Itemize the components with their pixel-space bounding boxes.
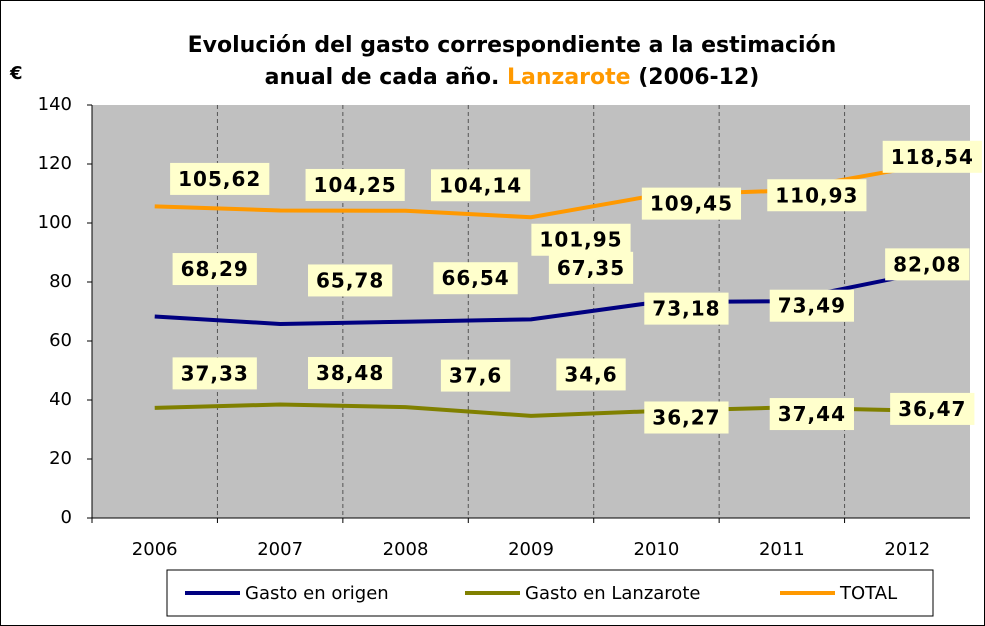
y-tick-label: 60 (49, 330, 72, 351)
chart-title: anual de cada año. Lanzarote (2006-12) (265, 65, 760, 90)
data-label: 105,62 (178, 167, 261, 191)
data-label-box (548, 251, 634, 284)
data-label: 37,33 (181, 361, 249, 385)
data-label-box (170, 162, 270, 195)
data-label: 65,78 (316, 268, 384, 292)
data-label-box (433, 262, 518, 295)
data-label: 104,14 (439, 173, 522, 197)
data-label-box (531, 223, 631, 256)
data-label: 36,27 (652, 406, 720, 430)
data-label: 34,6 (564, 362, 617, 386)
chart-title: Evolución del gasto correspondiente a la… (188, 33, 837, 58)
data-label-box (769, 398, 854, 431)
legend-label: TOTAL (839, 583, 897, 604)
data-label: 37,44 (778, 402, 846, 426)
data-label-box (885, 248, 970, 281)
data-label: 101,95 (539, 228, 622, 252)
data-label-box (556, 358, 626, 391)
data-label-box (172, 253, 257, 286)
data-label-box (308, 264, 393, 297)
x-tick-label: 2009 (508, 539, 554, 560)
y-tick-label: 120 (38, 153, 72, 174)
y-tick-label: 40 (49, 389, 72, 410)
data-label: 66,54 (441, 266, 509, 290)
x-tick-label: 2006 (132, 539, 178, 560)
data-label: 82,08 (893, 252, 961, 276)
data-label: 73,18 (652, 297, 720, 321)
data-label: 118,54 (891, 145, 974, 169)
legend-label: Gasto en Lanzarote (525, 583, 700, 604)
y-tick-label: 100 (38, 212, 72, 233)
data-label-box (882, 140, 982, 173)
y-tick-label: 20 (49, 448, 72, 469)
x-tick-label: 2008 (383, 539, 429, 560)
y-tick-label: 80 (49, 271, 72, 292)
data-label-box (644, 401, 729, 434)
y-tick-label: 140 (38, 94, 72, 115)
data-label: 38,48 (316, 361, 384, 385)
data-label-box (430, 169, 531, 202)
data-label: 37,6 (449, 364, 502, 388)
data-label-box (890, 392, 975, 425)
legend-label: Gasto en origen (245, 583, 389, 604)
data-label-box (641, 187, 742, 220)
title-highlight: Lanzarote (507, 65, 631, 90)
data-label: 110,93 (775, 183, 858, 207)
data-label-box (769, 289, 854, 322)
x-tick-label: 2010 (634, 539, 680, 560)
title-part: (2006-12) (638, 65, 759, 90)
x-tick-label: 2012 (884, 539, 930, 560)
data-label: 67,35 (557, 256, 625, 280)
data-label: 68,29 (181, 257, 249, 281)
data-label-box (172, 357, 257, 390)
data-label: 73,49 (778, 294, 846, 318)
data-label: 104,25 (314, 173, 397, 197)
x-tick-label: 2007 (257, 539, 303, 560)
y-axis-label: € (9, 63, 23, 84)
title-part: anual de cada año. (265, 65, 500, 90)
data-label-box (644, 292, 729, 325)
data-label-box (440, 359, 511, 392)
data-label-box (767, 179, 867, 212)
x-tick-label: 2011 (759, 539, 805, 560)
data-label: 36,47 (898, 397, 966, 421)
data-label: 109,45 (650, 192, 733, 216)
y-tick-label: 0 (61, 507, 72, 528)
data-label-box (308, 356, 393, 389)
data-label-box (305, 168, 405, 201)
